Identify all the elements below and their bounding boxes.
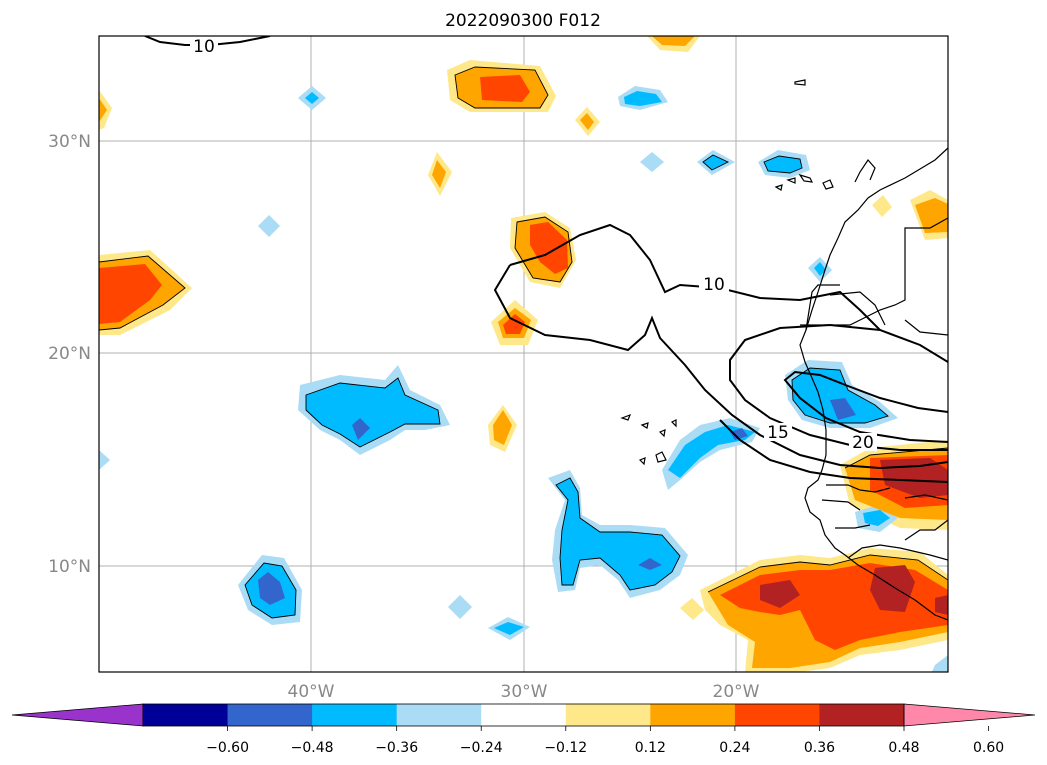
colorbar-tick-label: 0.36 [804, 740, 835, 756]
colorbar-swatch [312, 704, 398, 726]
colorbar-swatch [481, 704, 567, 726]
contour-label-20: 20 [852, 433, 874, 453]
colorbar-tick-label: 0.24 [719, 740, 750, 756]
colorbar-tick-label: 0.48 [888, 740, 919, 756]
colorbar-tick-label: −0.24 [460, 740, 503, 756]
colorbar-swatch [734, 704, 820, 726]
colorbar-swatch [143, 704, 229, 726]
lon-tick-labels: 40°W 30°W 20°W [288, 682, 760, 702]
colorbar-tick-label: 0.60 [973, 740, 1004, 756]
colorbar-outline [142, 703, 905, 727]
colorbar-swatch [819, 704, 905, 726]
colorbar-swatch [650, 704, 736, 726]
lat-tick-20n: 20°N [48, 344, 91, 364]
lat-tick-30n: 30°N [48, 132, 91, 152]
colorbar-tick-label: −0.48 [291, 740, 334, 756]
contour-label-15: 15 [767, 423, 789, 443]
lon-tick-30w: 30°W [501, 682, 548, 702]
lat-tick-labels: 30°N 20°N 10°N [48, 132, 91, 577]
lon-tick-40w: 40°W [288, 682, 335, 702]
lon-tick-20w: 20°W [713, 682, 760, 702]
lat-tick-10n: 10°N [48, 557, 91, 577]
colorbar-tick-label: −0.60 [206, 740, 249, 756]
contour-label-10: 10 [703, 275, 725, 295]
colorbar-extend-max [903, 703, 1036, 727]
chart-title: 2022090300 F012 [445, 11, 601, 31]
colorbar-tick-label: −0.36 [375, 740, 418, 756]
contour-label-10-top: 10 [193, 37, 215, 57]
colorbar-tick-label: 0.12 [635, 740, 666, 756]
map-panel: 10 10 15 20 40°W 30°W 20°W 30°N 20°N 10°… [48, 35, 949, 702]
colorbar-tick-label: −0.12 [544, 740, 587, 756]
map-frame [98, 35, 949, 673]
colorbar-extend-min [11, 703, 144, 727]
colorbar-swatch [227, 704, 313, 726]
colorbar: −0.60 −0.48 −0.36 −0.24 −0.12 0.12 0.24 0.36 0.4… [11, 703, 1036, 756]
colorbar-swatch [565, 704, 651, 726]
coastlines [620, 79, 948, 621]
contour-labels: 10 10 15 20 [190, 37, 877, 453]
colorbar-swatch [396, 704, 482, 726]
